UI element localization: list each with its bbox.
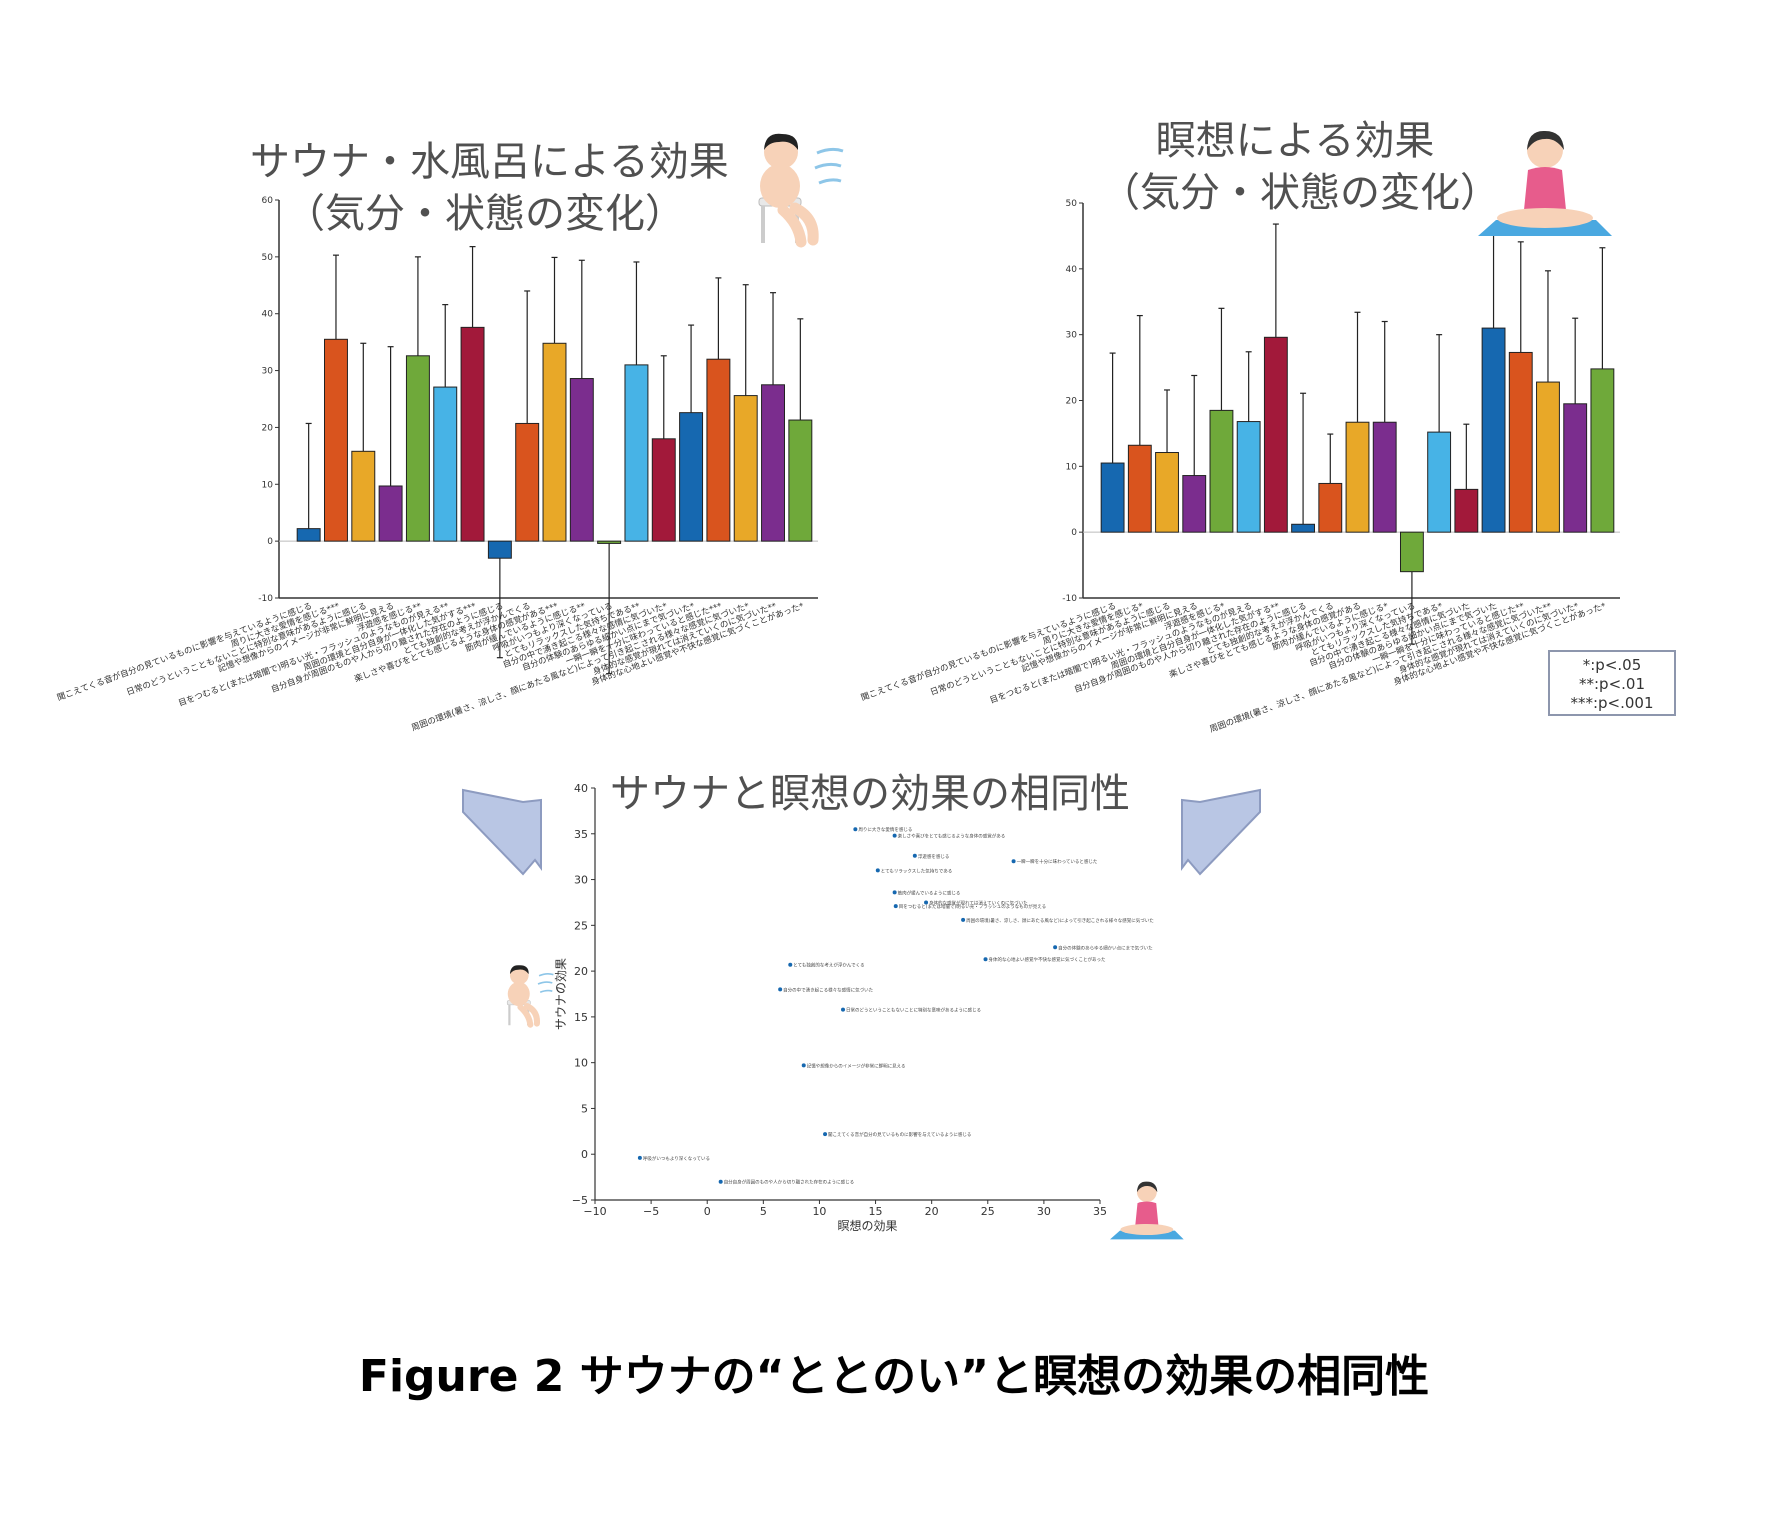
- meditation-y-tick-label: 10: [1066, 462, 1078, 472]
- scatter-y-tick-label: 20: [574, 965, 588, 978]
- scatter-point: [841, 1007, 846, 1012]
- scatter-point-label: 浮遊感を感じる: [918, 853, 950, 860]
- scatter-point-label: 記憶や想像からのイメージが非常に鮮明に見える: [807, 1062, 906, 1069]
- scatter-point-label: 呼吸がいつもより深くなっている: [643, 1155, 710, 1162]
- scatter-point: [892, 890, 897, 895]
- scatter-point: [892, 833, 897, 838]
- scatter-x-axis-label: 瞑想の効果: [837, 1218, 897, 1233]
- scatter-y-axis-label: サウナの効果: [553, 958, 568, 1030]
- scatter-y-tick-label: 25: [574, 919, 588, 932]
- sauna-y-tick-label: 10: [262, 480, 274, 490]
- scatter-y-tick-label: 5: [581, 1102, 588, 1115]
- scatter-point-label: 楽しさや喜びをとても感じるような身体の感覚がある: [898, 833, 1006, 840]
- scatter-y-tick-label: 35: [574, 828, 588, 841]
- scatter-point: [1011, 859, 1016, 864]
- scatter-x-tick-label: 20: [925, 1205, 939, 1218]
- sauna-y-tick-label: 0: [267, 537, 273, 547]
- scatter-x-tick-label: 5: [760, 1205, 767, 1218]
- scatter-point-label: 一瞬一瞬を十分に味わっていると感じた: [1017, 858, 1098, 865]
- scatter-y-tick-label: 15: [574, 1011, 588, 1024]
- scatter-y-tick-label: 30: [574, 874, 588, 887]
- scatter-point: [912, 853, 917, 858]
- scatter-x-tick-label: −10: [583, 1205, 606, 1218]
- scatter-point: [924, 900, 929, 905]
- scatter-point: [637, 1155, 642, 1160]
- figure-caption: Figure 2 サウナの“ととのい”と瞑想の効果の相同性: [358, 1351, 1430, 1402]
- scatter-point-label: 自分の体験のあらゆる細かい点にまで気づいた: [1058, 944, 1153, 951]
- scatter-point: [875, 868, 880, 873]
- scatter-chart-title: サウナと瞑想の効果の相同性: [610, 771, 1130, 817]
- meditation-title-line1: 瞑想による効果: [1155, 118, 1435, 164]
- scatter-point-label: とても独創的な考えが浮かんでくる: [793, 962, 864, 969]
- scatter-x-tick-label: 35: [1093, 1205, 1107, 1218]
- significance-legend: *:p<.05 **:p<.01 ***:p<.001: [1548, 650, 1676, 716]
- scatter-point: [801, 1063, 806, 1068]
- scatter-y-tick-label: 0: [581, 1148, 588, 1161]
- meditation-y-tick-label: 40: [1066, 265, 1078, 275]
- scatter-point-label: 身体的な心地よい感覚や不快な感覚に気づくことがあった: [989, 956, 1106, 963]
- scatter-point-label: 周りに大きな愛情を感じる: [858, 826, 912, 833]
- scatter-point-label: 筋肉が緩んでいるように感じる: [898, 889, 961, 896]
- meditation-title-line2: （気分・状態の変化）: [1100, 170, 1500, 216]
- scatter-x-tick-label: 30: [1037, 1205, 1051, 1218]
- scatter-x-tick-label: 15: [869, 1205, 883, 1218]
- scatter-point: [983, 957, 988, 962]
- meditation-y-tick-label: 30: [1066, 331, 1078, 341]
- legend-line-p01: **:p<.01: [1579, 675, 1645, 693]
- sauna-y-tick-label: 30: [262, 367, 274, 377]
- meditation-y-tick-label: 0: [1071, 528, 1077, 538]
- scatter-point-label: 聞こえてくる音が自分の見ているものに影響を与えているように感じる: [828, 1131, 971, 1138]
- scatter-point: [778, 987, 783, 992]
- scatter-point: [718, 1179, 723, 1184]
- scatter-point-label: 自分自身が周囲のものや人から切り離された存在のように感じる: [724, 1179, 855, 1186]
- scatter-y-tick-label: 10: [574, 1057, 588, 1070]
- scatter-y-tick-label: −5: [572, 1194, 588, 1207]
- meditation-y-tick-label: -10: [1062, 594, 1077, 604]
- meditation-y-tick-label: 50: [1066, 199, 1078, 209]
- sauna-y-tick-label: 20: [262, 423, 274, 433]
- scatter-point-label: 身体的な感覚が現れては消えていくのに気づいた: [929, 899, 1028, 906]
- scatter-point-label: 日常のどうということもないことに特別な意味があるように感じる: [846, 1007, 981, 1014]
- scatter-point: [961, 917, 966, 922]
- scatter-point: [853, 827, 858, 832]
- legend-line-p05: *:p<.05: [1582, 656, 1642, 674]
- scatter-y-tick-label: 40: [574, 782, 588, 795]
- scatter-x-tick-label: 10: [812, 1205, 826, 1218]
- scatter-point: [893, 904, 898, 909]
- sauna-y-tick-label: 50: [262, 253, 274, 263]
- meditation-y-tick-label: 20: [1066, 397, 1078, 407]
- sauna-y-tick-label: -10: [258, 594, 273, 604]
- scatter-point: [823, 1132, 828, 1137]
- sauna-chart-title: サウナ・水風呂による効果 （気分・状態の変化）: [250, 136, 729, 240]
- legend-line-p001: ***:p<.001: [1570, 694, 1654, 712]
- meditation-chart-title: 瞑想による効果 （気分・状態の変化）: [1100, 115, 1500, 219]
- scatter-x-tick-label: 0: [704, 1205, 711, 1218]
- scatter-x-tick-label: −5: [643, 1205, 659, 1218]
- scatter-x-tick-label: 25: [981, 1205, 995, 1218]
- sauna-y-tick-label: 60: [262, 196, 274, 206]
- scatter-point: [1053, 945, 1058, 950]
- scatter-point-label: 自分の中で湧き起こる様々な感情に気づいた: [783, 986, 873, 993]
- scatter-point-label: 目をつむると(または暗闇で)明るい光・フラッシュのようなものが見える: [899, 903, 1046, 910]
- scatter-point: [788, 962, 793, 967]
- sauna-y-tick-label: 40: [262, 310, 274, 320]
- sauna-title-line2: （気分・状態の変化）: [285, 191, 685, 237]
- scatter-point-label: 周囲の環境(暑さ、涼しさ、顔にあたる風など)によって引き起こされる様々な感覚に気…: [966, 917, 1154, 924]
- scatter-point-label: とてもリラックスした気持ちである: [881, 867, 952, 874]
- sauna-title-line1: サウナ・水風呂による効果: [250, 139, 729, 185]
